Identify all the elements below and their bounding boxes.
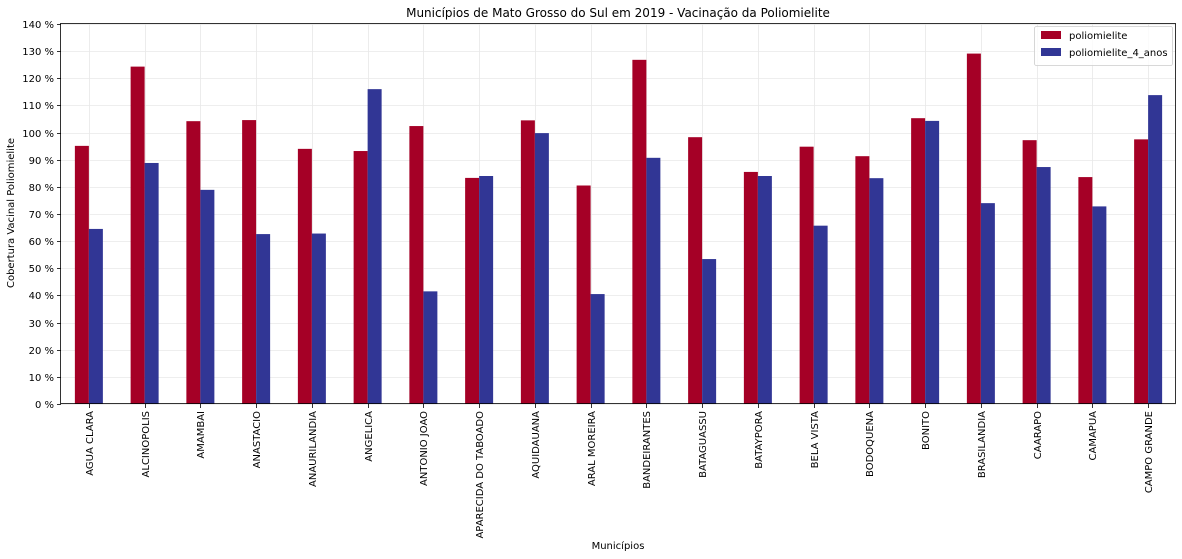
y-tick-label: 90 %	[29, 156, 54, 167]
y-tick-label: 30 %	[29, 319, 54, 330]
x-tick-label: ANAURILANDIA	[308, 411, 319, 487]
bar-poliomielite-4-anos	[702, 259, 717, 404]
y-tick-label: 120 %	[22, 74, 54, 85]
bar-poliomielite	[186, 121, 201, 405]
y-tick-label: 70 %	[29, 210, 54, 221]
y-tick-label: 10 %	[29, 373, 54, 384]
bar-poliomielite	[353, 151, 368, 404]
x-tick-label: BONITO	[921, 411, 932, 450]
y-axis-label: Cobertura Vacinal Poliomielite	[6, 138, 17, 288]
bar-poliomielite-4-anos	[590, 294, 605, 404]
bar-poliomielite	[297, 148, 312, 404]
x-tick-label: APARECIDA DO TABOADO	[475, 411, 486, 539]
bar-poliomielite	[688, 137, 703, 404]
x-tick-label: AQUIDAUANA	[531, 411, 542, 479]
bar-poliomielite	[1134, 139, 1149, 404]
bar-poliomielite-4-anos	[813, 225, 828, 404]
y-tick-label: 140 %	[22, 20, 54, 31]
bar-poliomielite-4-anos	[1092, 206, 1107, 404]
x-tick-label: ANASTACIO	[252, 411, 263, 468]
bar-poliomielite-4-anos	[367, 89, 382, 405]
plot-frame	[60, 23, 1176, 404]
bar-poliomielite	[911, 118, 926, 404]
legend: poliomielite poliomielite_4_anos	[1034, 26, 1173, 66]
bar-poliomielite	[242, 120, 257, 404]
chart-title: Municípios de Mato Grosso do Sul em 2019…	[406, 6, 830, 20]
bar-poliomielite	[1078, 177, 1093, 404]
x-tick-label: ALCINOPOLIS	[141, 411, 152, 477]
bar-poliomielite	[409, 126, 424, 405]
bar-poliomielite	[743, 171, 758, 404]
x-tick-label: CAARAPO	[1033, 411, 1044, 459]
bars	[74, 53, 1163, 405]
x-axis-ticks: AGUA CLARA ALCINOPOLIS AMAMBAI ANASTACIO ANA…	[85, 404, 1155, 539]
x-axis-label: Municípios	[592, 540, 645, 552]
bar-poliomielite-4-anos	[144, 162, 159, 404]
bar-poliomielite-4-anos	[200, 189, 215, 404]
bar-poliomielite-4-anos	[256, 234, 271, 404]
y-tick-label: 110 %	[22, 101, 54, 112]
bar-poliomielite	[799, 146, 814, 404]
x-tick-label: BATAYPORA	[754, 411, 765, 469]
bar-poliomielite	[855, 156, 870, 404]
bar-poliomielite	[74, 145, 89, 404]
bar-poliomielite-4-anos	[1036, 167, 1051, 404]
bar-poliomielite-4-anos	[534, 133, 549, 404]
bar-poliomielite	[130, 66, 145, 404]
bar-poliomielite-4-anos	[757, 176, 772, 404]
bar-poliomielite	[1022, 140, 1037, 404]
x-tick-label: CAMAPUA	[1088, 411, 1099, 461]
y-tick-label: 40 %	[29, 291, 54, 302]
legend-swatch-poliomielite	[1041, 31, 1061, 39]
y-tick-label: 130 %	[22, 47, 54, 58]
x-tick-label: ARAL MOREIRA	[587, 411, 598, 486]
bar-poliomielite-4-anos	[925, 120, 940, 405]
x-tick-label: AGUA CLARA	[85, 411, 96, 476]
bar-poliomielite	[632, 59, 647, 404]
legend-label-poliomielite-4-anos: poliomielite_4_anos	[1069, 48, 1168, 59]
x-tick-label: ANTONIO JOAO	[419, 411, 430, 486]
bar-poliomielite-4-anos	[646, 157, 661, 404]
bar-poliomielite	[465, 177, 480, 404]
bar-poliomielite	[966, 53, 981, 404]
x-tick-label: ANGELICA	[364, 411, 375, 462]
bar-poliomielite-4-anos	[479, 176, 494, 404]
y-tick-label: 60 %	[29, 237, 54, 248]
x-tick-label: CAMPO GRANDE	[1144, 411, 1155, 493]
bar-poliomielite	[576, 185, 591, 404]
y-tick-label: 50 %	[29, 264, 54, 275]
y-tick-label: 0 %	[35, 400, 54, 411]
bar-poliomielite-4-anos	[311, 233, 326, 404]
y-tick-label: 20 %	[29, 346, 54, 357]
y-tick-label: 80 %	[29, 183, 54, 194]
x-tick-label: BODOQUENA	[865, 411, 876, 477]
x-tick-label: BANDEIRANTES	[642, 411, 653, 489]
legend-swatch-poliomielite-4-anos	[1041, 48, 1061, 56]
x-tick-label: AMAMBAI	[196, 411, 207, 459]
y-axis-ticks: 0 % 10 % 20 % 30 % 40 % 50 % 60 % 70 % 80 % 90 % 1…	[22, 20, 61, 411]
bar-poliomielite-4-anos	[88, 228, 103, 404]
x-tick-label: BATAGUASSU	[698, 411, 709, 478]
x-tick-label: BELA VISTA	[810, 411, 821, 468]
bar-poliomielite	[520, 120, 535, 404]
bar-poliomielite-4-anos	[1148, 95, 1163, 404]
bar-poliomielite-4-anos	[980, 203, 995, 404]
bar-poliomielite-4-anos	[869, 178, 884, 404]
legend-label-poliomielite: poliomielite	[1069, 31, 1127, 42]
y-tick-label: 100 %	[22, 129, 54, 140]
x-tick-label: BRASILANDIA	[977, 411, 988, 478]
bar-poliomielite-4-anos	[423, 291, 438, 404]
legend-box	[1034, 26, 1173, 66]
